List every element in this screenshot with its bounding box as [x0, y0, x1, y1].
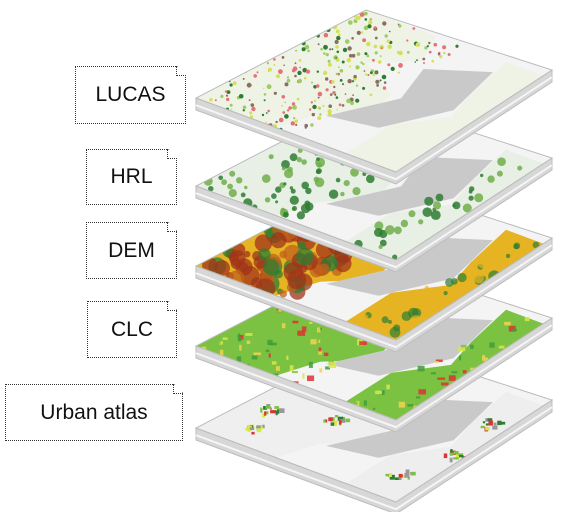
label-clc-text: CLC — [110, 317, 153, 341]
label-hrl: HRL — [86, 149, 177, 205]
label-urban-atlas: Urban atlas — [5, 384, 183, 441]
label-urban-atlas-text: Urban atlas — [40, 400, 148, 424]
label-dem: DEM — [86, 222, 177, 279]
label-clc: CLC — [87, 301, 177, 358]
label-hrl-text: HRL — [110, 165, 153, 188]
map-layer-points — [194, 9, 554, 185]
label-lucas-text: LUCAS — [95, 83, 166, 106]
label-lucas: LUCAS — [75, 66, 186, 124]
label-dem-text: DEM — [108, 238, 155, 262]
